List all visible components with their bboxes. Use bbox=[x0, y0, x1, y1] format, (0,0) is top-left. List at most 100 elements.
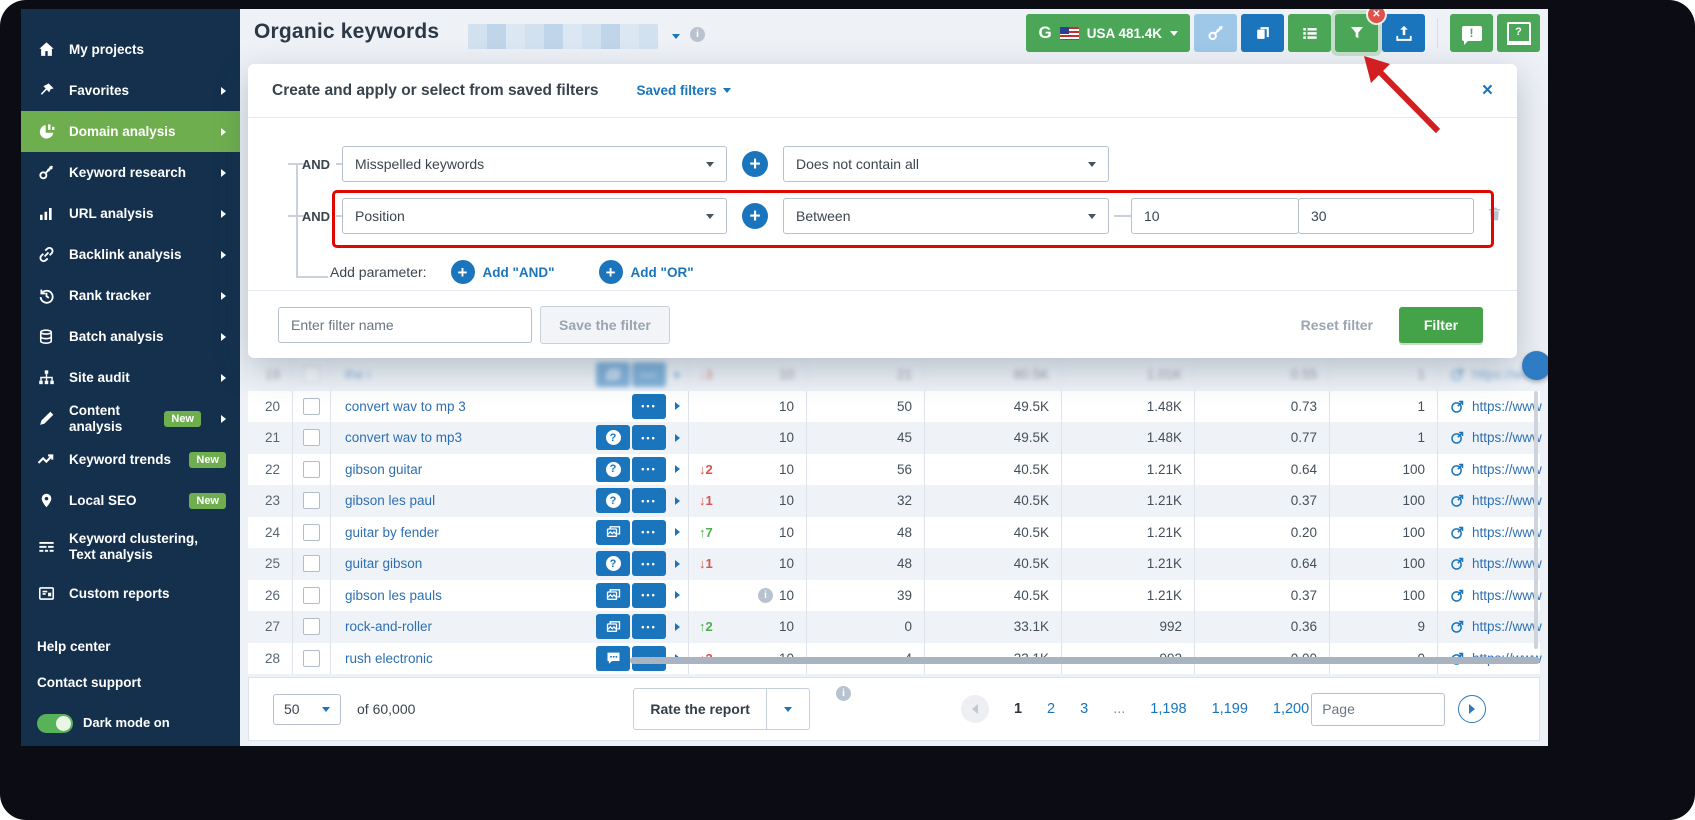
row-checkbox[interactable] bbox=[303, 618, 320, 636]
position-info-icon[interactable]: i bbox=[757, 587, 773, 603]
image-badge[interactable] bbox=[596, 614, 630, 640]
filter-name-input[interactable] bbox=[278, 306, 532, 343]
copy-report-button[interactable] bbox=[1241, 14, 1284, 52]
keyword-link[interactable]: guitar gibson bbox=[345, 556, 423, 572]
rate-info-icon[interactable]: i bbox=[835, 686, 851, 701]
row-expand-arrow[interactable] bbox=[666, 402, 688, 411]
page-size-select[interactable]: 50 bbox=[273, 693, 341, 725]
keyword-link[interactable]: rock-and-roller bbox=[345, 619, 433, 635]
add-condition-plus-button[interactable]: + bbox=[742, 151, 768, 177]
row-checkbox[interactable] bbox=[303, 429, 320, 447]
row-expand-arrow[interactable] bbox=[666, 559, 688, 568]
filter-value-from-input[interactable] bbox=[1131, 198, 1299, 234]
domain-dropdown-caret[interactable] bbox=[672, 34, 680, 39]
image-badge[interactable] bbox=[596, 362, 630, 388]
row-checkbox[interactable] bbox=[303, 492, 320, 510]
sidebar-item-batch-analysis[interactable]: Batch analysis bbox=[21, 316, 240, 357]
page-2[interactable]: 2 bbox=[1047, 701, 1056, 717]
row-expand-arrow[interactable] bbox=[666, 496, 688, 505]
row-checkbox[interactable] bbox=[303, 366, 320, 384]
contact-support-link[interactable]: Contact support bbox=[37, 674, 142, 690]
close-filter-panel-button[interactable]: × bbox=[1481, 80, 1493, 101]
page-1-200[interactable]: 1,200 bbox=[1272, 701, 1310, 717]
filter-operator-select[interactable]: Between bbox=[783, 198, 1109, 234]
add-condition-plus-button[interactable]: + bbox=[742, 203, 768, 229]
page-1-199[interactable]: 1,199 bbox=[1211, 701, 1248, 717]
more-actions-button[interactable]: ••• bbox=[632, 519, 666, 545]
add-or-button[interactable]: + Add "OR" bbox=[598, 260, 694, 284]
next-page-button[interactable] bbox=[1458, 695, 1487, 723]
question-badge[interactable]: ? bbox=[596, 488, 630, 514]
row-expand-arrow[interactable] bbox=[666, 370, 688, 379]
filter-field-select[interactable]: Position bbox=[342, 198, 727, 234]
delete-condition-button[interactable] bbox=[1486, 205, 1503, 228]
feedback-button[interactable]: ! bbox=[1450, 14, 1493, 52]
result-url-link[interactable]: https://www bbox=[1472, 524, 1542, 540]
question-badge[interactable]: ? bbox=[596, 425, 630, 451]
keyword-link[interactable]: gibson les pauls bbox=[345, 587, 442, 603]
image-badge[interactable] bbox=[596, 519, 630, 545]
vertical-scrollbar-track[interactable] bbox=[1534, 391, 1538, 649]
keyword-link[interactable]: rush electronic bbox=[345, 650, 433, 666]
help-center-link[interactable]: Help center bbox=[37, 638, 111, 654]
more-actions-button[interactable]: ••• bbox=[632, 551, 666, 577]
sidebar-item-keyword-trends[interactable]: Keyword trends New bbox=[21, 439, 240, 480]
result-url-link[interactable]: https://www bbox=[1472, 430, 1542, 446]
filter-operator-select[interactable]: Does not contain all bbox=[783, 146, 1109, 182]
question-badge[interactable]: ? bbox=[596, 551, 630, 577]
sidebar-item-content-analysis[interactable]: Content analysis New bbox=[21, 398, 240, 439]
add-and-button[interactable]: + Add "AND" bbox=[450, 260, 555, 284]
sidebar-item-local-seo[interactable]: Local SEO New bbox=[21, 480, 240, 521]
sidebar-item-backlink-analysis[interactable]: Backlink analysis bbox=[21, 234, 240, 275]
sidebar-item-site-audit[interactable]: Site audit bbox=[21, 357, 240, 398]
row-expand-arrow[interactable] bbox=[666, 433, 688, 442]
previous-page-button[interactable] bbox=[960, 695, 989, 723]
more-actions-button[interactable]: ••• bbox=[632, 614, 666, 640]
row-checkbox[interactable] bbox=[303, 586, 320, 604]
save-filter-button[interactable]: Save the filter bbox=[540, 305, 670, 344]
filter-field-select[interactable]: Misspelled keywords bbox=[342, 146, 727, 182]
more-actions-button[interactable]: ••• bbox=[632, 456, 666, 482]
sidebar-item-my-projects[interactable]: My projects bbox=[21, 29, 240, 70]
row-checkbox[interactable] bbox=[303, 555, 320, 573]
more-actions-button[interactable]: ••• bbox=[632, 582, 666, 608]
help-guide-button[interactable]: ? bbox=[1497, 14, 1540, 52]
result-url-link[interactable]: https://www bbox=[1472, 587, 1542, 603]
sidebar-item-custom-reports[interactable]: Custom reports bbox=[21, 573, 240, 614]
sidebar-item-rank-tracker[interactable]: Rank tracker bbox=[21, 275, 240, 316]
more-actions-button[interactable]: ••• bbox=[632, 488, 666, 514]
sidebar-item-keyword-research[interactable]: Keyword research bbox=[21, 152, 240, 193]
result-url-link[interactable]: https://www bbox=[1472, 493, 1542, 509]
more-actions-button[interactable]: ••• bbox=[632, 362, 666, 388]
sidebar-item-favorites[interactable]: Favorites bbox=[21, 70, 240, 111]
more-actions-button[interactable]: ••• bbox=[632, 425, 666, 451]
row-checkbox[interactable] bbox=[303, 523, 320, 541]
result-url-link[interactable]: https://www bbox=[1472, 556, 1542, 572]
keyword-link[interactable]: gibson guitar bbox=[345, 461, 423, 477]
reset-filter-button[interactable]: Reset filter bbox=[1300, 316, 1373, 333]
row-expand-arrow[interactable] bbox=[666, 528, 688, 537]
rate-report-dropdown[interactable] bbox=[765, 689, 809, 729]
page-1-198[interactable]: 1,198 bbox=[1150, 701, 1187, 717]
keyword-link[interactable]: guitar by fender bbox=[345, 524, 439, 540]
row-checkbox[interactable] bbox=[303, 649, 320, 667]
row-expand-arrow[interactable] bbox=[666, 591, 688, 600]
dark-mode-toggle[interactable] bbox=[37, 713, 73, 733]
row-expand-arrow[interactable] bbox=[666, 622, 688, 631]
export-button[interactable] bbox=[1382, 14, 1425, 52]
sidebar-item-keyword-clustering-text-analysis[interactable]: Keyword clustering, Text analysis bbox=[21, 521, 240, 573]
title-info-icon[interactable]: i bbox=[690, 27, 705, 42]
image-badge[interactable] bbox=[596, 582, 630, 608]
row-expand-arrow[interactable] bbox=[666, 465, 688, 474]
result-url-link[interactable]: https://www bbox=[1472, 398, 1542, 414]
keyword-link[interactable]: gibson les paul bbox=[345, 493, 436, 509]
keyword-link[interactable]: convert wav to mp 3 bbox=[345, 398, 466, 414]
page-number-input[interactable] bbox=[1311, 692, 1446, 726]
search-engine-selector[interactable]: G USA 481.4K bbox=[1026, 14, 1190, 52]
row-checkbox[interactable] bbox=[303, 460, 320, 478]
result-url-link[interactable]: https://www bbox=[1472, 461, 1542, 477]
filter-value-to-input[interactable] bbox=[1298, 198, 1474, 234]
horizontal-scrollbar[interactable] bbox=[630, 657, 1540, 664]
saved-filters-dropdown[interactable]: Saved filters bbox=[636, 83, 731, 98]
scroll-handle[interactable] bbox=[1522, 351, 1548, 380]
